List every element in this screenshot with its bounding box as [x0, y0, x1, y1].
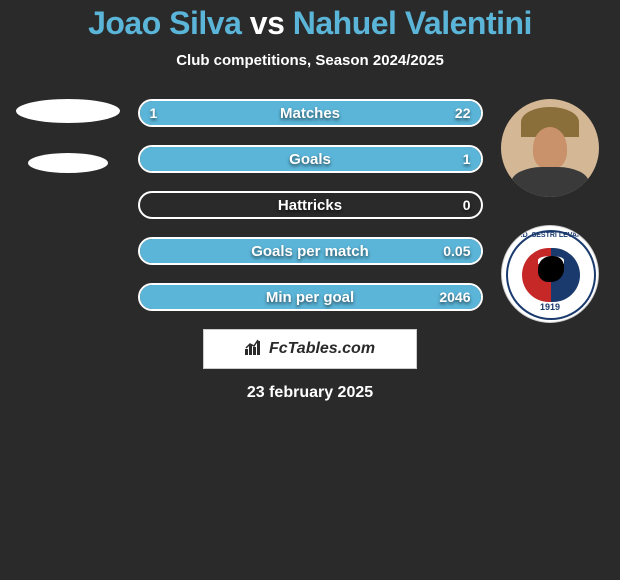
comparison-infographic: Joao Silva vs Nahuel Valentini Club comp… [0, 0, 620, 580]
stat-bars: 1 Matches 22 Goals 1 Hattricks 0 [138, 99, 483, 311]
date-text: 23 february 2025 [10, 384, 610, 402]
stat-label: Goals per match [140, 239, 481, 263]
player2-avatar [501, 99, 599, 197]
club-logo-year: 1919 [502, 302, 598, 312]
club-logo-ring-text: U.S.D. SESTRI LEVANTE [502, 232, 598, 239]
player2-club-logo: U.S.D. SESTRI LEVANTE 1919 [501, 225, 599, 323]
avatar-body [511, 167, 589, 197]
stat-label: Matches [140, 101, 481, 125]
left-player-column [8, 99, 128, 203]
stat-row-hattricks: Hattricks 0 [138, 191, 483, 219]
stat-row-goals-per-match: Goals per match 0.05 [138, 237, 483, 265]
vs-text: vs [250, 5, 285, 41]
stat-row-min-per-goal: Min per goal 2046 [138, 283, 483, 311]
subtitle: Club competitions, Season 2024/2025 [0, 52, 620, 69]
stat-row-matches: 1 Matches 22 [138, 99, 483, 127]
right-player-column: U.S.D. SESTRI LEVANTE 1919 [490, 99, 610, 323]
stat-value-right: 0 [463, 193, 471, 217]
player1-placeholder-shape [16, 99, 120, 123]
stats-area: U.S.D. SESTRI LEVANTE 1919 1 Matches 22 [0, 99, 620, 402]
player1-name: Joao Silva [88, 5, 241, 41]
player2-name: Nahuel Valentini [293, 5, 532, 41]
stat-label: Hattricks [140, 193, 481, 217]
player1-placeholder-shape [28, 153, 108, 173]
stat-value-right: 0.05 [443, 239, 470, 263]
stat-label: Goals [140, 147, 481, 171]
stat-value-right: 2046 [439, 285, 470, 309]
club-logo-head [538, 256, 564, 282]
avatar-face [533, 127, 567, 169]
stat-label: Min per goal [140, 285, 481, 309]
page-title: Joao Silva vs Nahuel Valentini [0, 5, 620, 42]
brand-text: FcTables.com [269, 340, 375, 358]
stat-value-right: 1 [463, 147, 471, 171]
bar-chart-icon [245, 339, 265, 360]
brand-box: FcTables.com [203, 329, 417, 369]
stat-value-right: 22 [455, 101, 471, 125]
stat-row-goals: Goals 1 [138, 145, 483, 173]
